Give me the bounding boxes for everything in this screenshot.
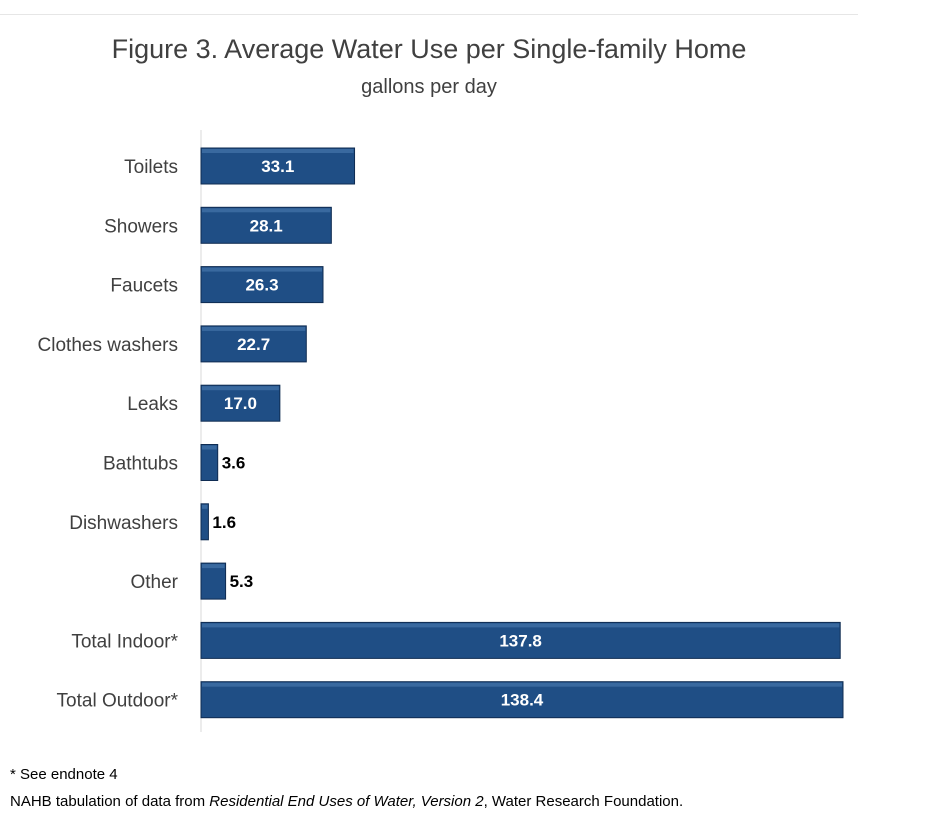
chart-subtitle: gallons per day — [361, 76, 497, 98]
bar-highlight — [202, 504, 208, 509]
data-label: 138.4 — [501, 691, 544, 710]
category-label: Other — [130, 572, 178, 593]
bar — [200, 562, 227, 600]
data-label: 26.3 — [245, 276, 278, 295]
data-label: 33.1 — [261, 157, 294, 176]
category-label: Bathtubs — [103, 454, 178, 475]
source-prefix: NAHB tabulation of data from — [10, 793, 210, 810]
data-label: 1.6 — [212, 513, 236, 532]
bar — [200, 681, 844, 719]
top-divider — [0, 14, 858, 15]
bar — [200, 621, 841, 659]
data-label: 3.6 — [222, 454, 246, 473]
bar — [200, 384, 281, 422]
bar-highlight — [202, 149, 354, 153]
source-title: Residential End Uses of Water, Version 2 — [209, 793, 484, 810]
bar-highlight — [202, 445, 217, 450]
bar-highlight — [202, 386, 279, 391]
bar — [200, 503, 209, 541]
bar — [200, 325, 307, 363]
category-label: Total Indoor* — [71, 631, 178, 652]
bar-highlight — [202, 267, 322, 272]
bar-chart: Toilets 33.1 Showers 28.1 Faucets 26.3 Clothes… — [38, 130, 844, 732]
chart-title: Figure 3. Average Water Use per Single-f… — [111, 34, 747, 64]
source-suffix: , Water Research Foundation. — [483, 793, 684, 810]
bar-highlight — [202, 682, 842, 687]
bar — [200, 206, 332, 244]
bar-highlight — [202, 564, 225, 569]
data-label: 28.1 — [250, 216, 283, 235]
category-label: Leaks — [127, 394, 178, 415]
source-footnote: NAHB tabulation of data from Residential… — [10, 793, 683, 810]
category-label: Total Outdoor* — [57, 691, 179, 712]
category-label: Faucets — [110, 276, 178, 297]
category-label: Dishwashers — [69, 513, 178, 534]
bar-highlight — [202, 623, 840, 628]
category-label: Clothes washers — [38, 335, 178, 356]
bar — [200, 266, 324, 304]
bar — [200, 147, 356, 185]
bar-highlight — [202, 326, 306, 331]
endnote-footnote: * See endnote 4 — [10, 766, 118, 783]
category-label: Toilets — [124, 157, 178, 178]
bar — [200, 444, 219, 481]
bar-highlight — [202, 208, 331, 213]
data-label: 5.3 — [230, 572, 254, 591]
data-label: 17.0 — [224, 394, 257, 413]
data-label: 137.8 — [499, 631, 542, 650]
category-label: Showers — [104, 216, 178, 237]
data-label: 22.7 — [237, 335, 270, 354]
bars-layer: Toilets 33.1 Showers 28.1 Faucets 26.3 Clothes… — [38, 130, 844, 732]
